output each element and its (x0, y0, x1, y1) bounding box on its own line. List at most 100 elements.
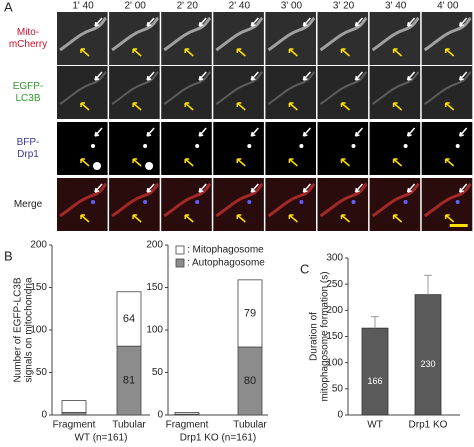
mito-signal (267, 16, 316, 52)
arrow-white (146, 71, 155, 81)
arrow-white (458, 127, 468, 137)
arrow-yellow (236, 102, 246, 111)
arrow-yellow (340, 214, 350, 223)
arrow-yellow (184, 214, 194, 223)
bar-segment (116, 291, 142, 347)
mito-signal (163, 16, 212, 52)
arrow-yellow (340, 158, 350, 167)
mito-signal (372, 71, 420, 105)
dot (93, 162, 101, 170)
arrow-yellow (236, 158, 246, 167)
dot (247, 200, 252, 204)
mito-signal (424, 71, 472, 105)
arrow-white (406, 127, 416, 137)
arrow-yellow (132, 214, 142, 223)
time-label: 3' 40 (385, 1, 407, 12)
legend-swatch (175, 245, 185, 255)
time-label: 2' 20 (177, 1, 199, 12)
y-tick-label: 200 (326, 305, 343, 316)
bar (361, 327, 389, 416)
mito-signal (423, 16, 472, 52)
data-label: 81 (123, 374, 135, 386)
arrow-yellow (236, 48, 246, 57)
y-tick-label: 250 (326, 279, 343, 290)
arrow-white (198, 183, 207, 193)
mito-signal (319, 71, 368, 105)
legend-swatch (175, 258, 185, 268)
arrow-yellow (80, 102, 90, 111)
x-tick-label: Fragment (166, 420, 209, 431)
arrow-white (302, 71, 311, 81)
arrow-white (302, 127, 311, 137)
row-label: BFP- (17, 137, 40, 148)
legend-label: : Mitophagosome (187, 245, 264, 256)
mito-signal (163, 71, 211, 105)
data-label: 79 (244, 307, 256, 319)
arrow-white (250, 17, 259, 27)
arrow-white (94, 127, 103, 137)
scale-bar (449, 224, 468, 227)
mito-signal (163, 182, 212, 218)
arrow-yellow (184, 158, 194, 167)
dot (403, 200, 408, 204)
arrow-white (458, 71, 468, 81)
arrow-white (198, 127, 207, 137)
row-label: Mito- (17, 27, 39, 38)
row-label: Drp1 (17, 149, 39, 160)
panel-letter: C (300, 261, 309, 276)
arrow-white (406, 71, 416, 81)
dot (403, 144, 408, 148)
y-tick-label: 50 (36, 367, 48, 378)
x-tick-label: WT (367, 420, 383, 431)
y-axis-label: mitophagosome formation (s) (320, 271, 331, 401)
mito-signal (111, 71, 159, 105)
dot (195, 200, 200, 204)
arrow-yellow (288, 158, 298, 167)
time-label: 3' 20 (333, 1, 355, 12)
y-tick-label: 100 (326, 357, 343, 368)
arrow-white (198, 71, 207, 81)
x-axis-label: Drp1 KO (n=161) (180, 433, 256, 444)
arrow-white (302, 183, 311, 193)
arrow-yellow (444, 48, 455, 57)
y-tick-label: 0 (41, 410, 47, 421)
arrow-white (250, 183, 259, 193)
arrow-white (354, 71, 364, 81)
y-axis-label: Duration of (309, 312, 320, 361)
data-label: 230 (420, 359, 435, 369)
arrow-yellow (80, 214, 90, 223)
y-axis-label: Number of EGFP-LC3B (13, 277, 24, 382)
legend-label: : Autophagosome (187, 258, 265, 269)
bar-segment (174, 412, 200, 415)
y-tick-label: 150 (326, 331, 343, 342)
arrow-white (94, 17, 103, 27)
y-tick-label: 200 (146, 240, 163, 251)
dot (351, 200, 356, 204)
mito-signal (267, 71, 316, 105)
dot (455, 200, 460, 204)
mito-signal (59, 182, 108, 218)
arrow-yellow (444, 158, 455, 167)
mito-signal (111, 182, 160, 218)
dot (299, 200, 304, 204)
y-tick-label: 0 (337, 410, 343, 421)
arrow-yellow (444, 102, 455, 111)
arrow-white (146, 17, 155, 27)
y-tick-label: 300 (326, 253, 343, 264)
mito-signal (111, 16, 160, 52)
arrow-white (458, 183, 468, 193)
dot (143, 144, 148, 148)
arrow-yellow (392, 102, 403, 111)
x-axis-label: WT (n=161) (75, 433, 128, 444)
bar (414, 294, 442, 416)
arrow-white (198, 17, 207, 27)
arrow-yellow (80, 158, 90, 167)
mito-signal (59, 71, 107, 105)
x-tick-label: Drp1 KO (409, 420, 448, 431)
dot (299, 144, 304, 148)
arrow-white (94, 183, 103, 193)
arrow-yellow (444, 214, 455, 223)
arrow-yellow (184, 48, 194, 57)
arrow-white (250, 127, 259, 137)
